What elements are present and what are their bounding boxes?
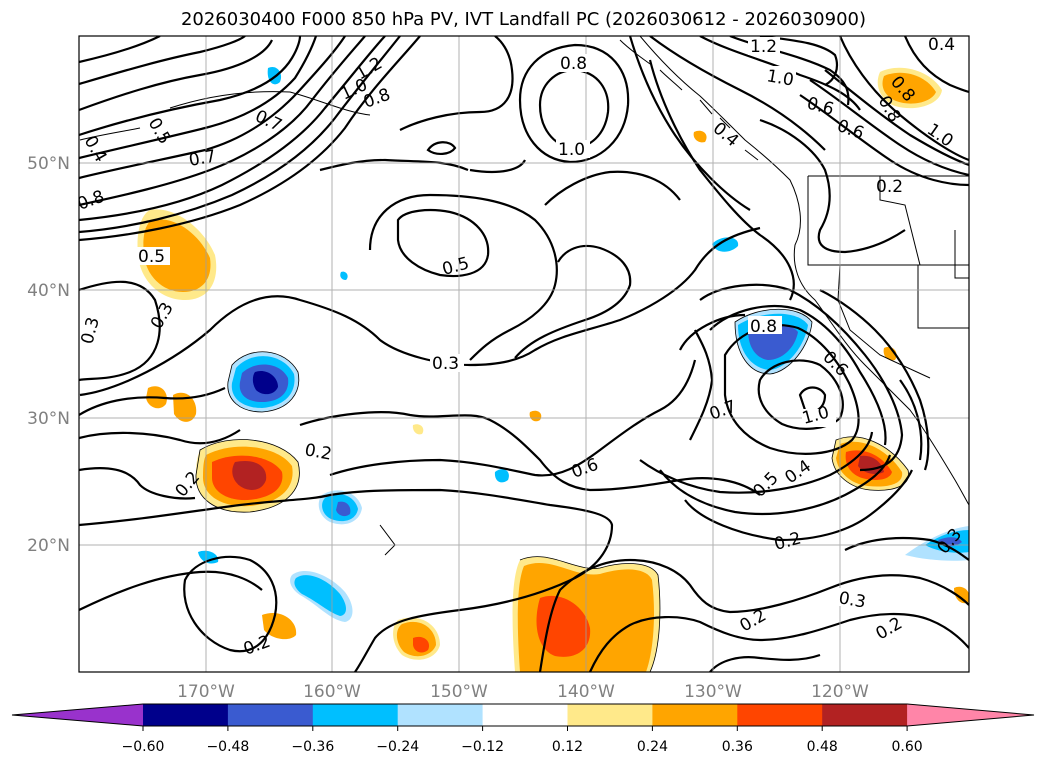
colorbar-segment [397,704,484,726]
colorbar-segment [482,704,568,726]
positive-anomaly-13n-155w [393,617,440,660]
positive-anomaly-25n-165w [195,439,300,513]
colorbar-segment [567,704,653,726]
colorbar-segment [143,704,229,726]
contour-label: 0.8 [560,54,587,74]
negative-anomaly-16n-160w [290,571,353,622]
contour-label: 0.2 [303,440,333,464]
contour-label: 0.3 [837,588,867,612]
colorbar-segment [822,704,908,726]
contour-label: 0.8 [750,317,777,337]
colorbar: −0.60 −0.48 −0.36 −0.24 −0.12 0.12 0.24 0.36 0.4… [11,703,1035,755]
colorbar-segment [652,704,738,726]
colorbar-tick-label: −0.12 [461,739,504,755]
colorbar-tick-label: −0.24 [376,739,419,755]
map-frame [78,35,970,673]
colorbar-tick-label: 0.36 [722,739,753,755]
negative-anomaly-32n-165w [227,351,299,412]
lon-label: 170°W [177,682,235,702]
contour-label: 0.4 [928,35,955,55]
positive-anomaly-56n-120w [877,67,942,109]
colorbar-tick-label: −0.60 [122,739,165,755]
contour-label: 1.0 [558,140,585,160]
negative-anomaly-20n-112w [905,526,969,561]
contour-label: 0.7 [187,147,217,171]
colorbar-extend-high [907,704,1034,726]
lon-label: 130°W [684,682,742,702]
contour-label: 1.2 [750,37,777,57]
lat-label: 40°N [27,281,70,301]
longitude-labels: 170°W 160°W 150°W 140°W 130°W 120°W [177,682,869,702]
lat-label: 50°N [27,154,70,174]
colorbar-tick-label: 0.48 [807,739,838,755]
colorbar-segment [312,704,399,726]
lon-label: 140°W [557,682,615,702]
latitude-labels: 50°N 40°N 30°N 20°N [27,154,70,556]
colorbar-segment [227,704,314,726]
colorbar-tick-label: 0.12 [552,739,583,755]
colorbar-tick-label: 0.24 [637,739,668,755]
colorbar-segment [737,704,823,726]
lon-label: 160°W [303,682,361,702]
contour-label: 0.3 [432,354,459,374]
lon-label: 120°W [811,682,869,702]
lat-label: 30°N [27,409,70,429]
lat-label: 20°N [27,536,70,556]
pc-fill-layer [137,66,969,672]
colorbar-tick-label: −0.48 [206,739,249,755]
positive-anomaly-west-40n [137,209,217,300]
colorbar-extend-low [12,704,143,726]
contour-label: 0.2 [876,177,903,197]
map-title: 2026030400 F000 850 hPa PV, IVT Landfall… [180,9,867,30]
colorbar-tick-label: −0.36 [291,739,334,755]
lon-label: 150°W [430,682,488,702]
colorbar-tick-label: 0.60 [892,739,923,755]
contour-label: 0.5 [138,247,165,267]
negative-anomaly-22n-158w [318,490,362,525]
contour-label: 1.0 [765,66,795,90]
positive-anomaly-small-others [262,130,969,640]
